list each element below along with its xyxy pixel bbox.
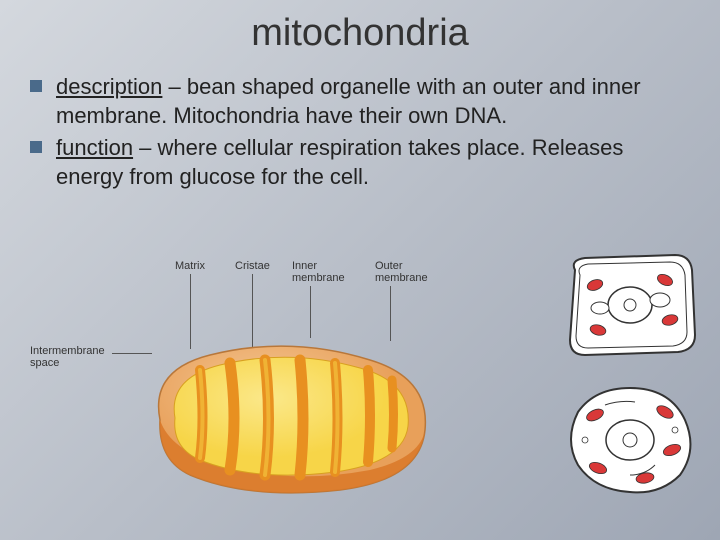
cell-diagrams — [540, 250, 710, 530]
bullet-rest: – where cellular respiration takes place… — [56, 135, 623, 189]
bullet-text: function – where cellular respiration ta… — [56, 134, 690, 191]
bullet-marker-icon — [30, 141, 42, 153]
label-inner: Inner membrane — [292, 260, 345, 284]
mitochondria-illustration — [140, 330, 440, 490]
bullet-text: description – bean shaped organelle with… — [56, 73, 690, 130]
animal-cell-diagram — [560, 380, 700, 500]
label-outer: Outer membrane — [375, 260, 428, 284]
label-cristae: Cristae — [235, 260, 270, 272]
mitochondria-diagram: Matrix Cristae Inner membrane Outer memb… — [30, 260, 510, 520]
plant-cell-diagram — [560, 250, 700, 360]
bullet-lead: description — [56, 74, 162, 99]
bullet-marker-icon — [30, 80, 42, 92]
slide-title: mitochondria — [0, 0, 720, 73]
bullet-list: description – bean shaped organelle with… — [0, 73, 720, 191]
bullet-item: description – bean shaped organelle with… — [30, 73, 690, 130]
label-intermembrane: Intermembrane space — [30, 345, 105, 369]
bullet-lead: function — [56, 135, 133, 160]
label-matrix: Matrix — [175, 260, 205, 272]
bullet-item: function – where cellular respiration ta… — [30, 134, 690, 191]
